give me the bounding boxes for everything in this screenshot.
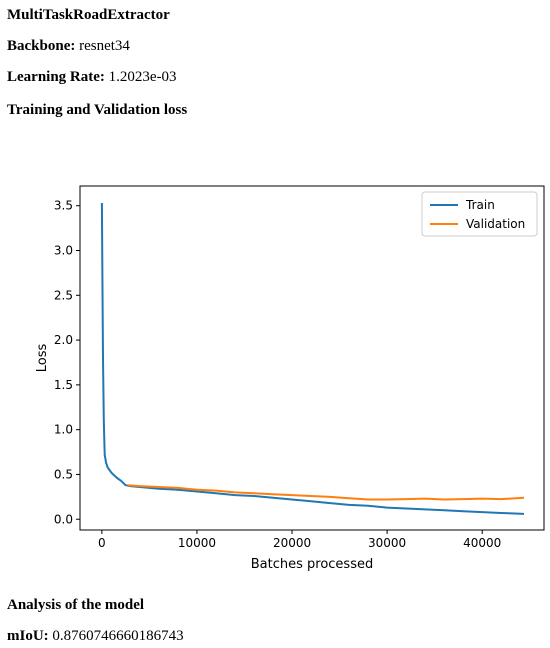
analysis-heading: Analysis of the model bbox=[7, 597, 145, 613]
x-tick-label: 30000 bbox=[368, 536, 406, 550]
plot-layer bbox=[100, 202, 525, 515]
y-tick-label: 0.0 bbox=[54, 512, 73, 526]
series-line-validation bbox=[127, 484, 525, 501]
miou-value: 0.8760746660186743 bbox=[52, 628, 184, 644]
plot-frame bbox=[79, 185, 545, 531]
loss-heading: Training and Validation loss bbox=[7, 102, 188, 118]
loss-chart: 0 10000 20000 30000 40000 0.0 0.5 1.0 1.5 2.0 2.5… bbox=[35, 185, 545, 572]
legend-label-validation: Validation bbox=[466, 217, 525, 231]
learning-rate-value: 1.2023e-03 bbox=[108, 69, 177, 85]
y-tick-label: 2.5 bbox=[54, 288, 73, 302]
model-name: MultiTaskRoadExtractor bbox=[7, 7, 170, 23]
x-tick-label: 20000 bbox=[273, 536, 311, 550]
backbone-value: resnet34 bbox=[79, 38, 130, 54]
y-tick-label: 3.5 bbox=[54, 199, 73, 213]
y-tick-label: 3.0 bbox=[54, 244, 73, 258]
learning-rate-line: Learning Rate: 1.2023e-03 bbox=[7, 68, 177, 86]
y-tick-label: 2.0 bbox=[54, 333, 73, 347]
x-axis-label: Batches processed bbox=[251, 557, 373, 572]
x-tick-label: 10000 bbox=[178, 536, 216, 550]
series-line-train bbox=[100, 202, 525, 515]
miou-label: mIoU: bbox=[7, 628, 49, 644]
y-tick-label: 1.0 bbox=[54, 423, 73, 437]
y-tick-label: 1.5 bbox=[54, 378, 73, 392]
legend-label-train: Train bbox=[465, 198, 495, 212]
learning-rate-label: Learning Rate: bbox=[7, 69, 105, 85]
miou-line: mIoU: 0.8760746660186743 bbox=[7, 627, 184, 645]
x-ticks: 0 10000 20000 30000 40000 bbox=[98, 530, 501, 550]
y-axis-label: Loss bbox=[35, 344, 50, 373]
backbone-label: Backbone: bbox=[7, 38, 76, 54]
legend: Train Validation bbox=[421, 191, 538, 237]
backbone-line: Backbone: resnet34 bbox=[7, 37, 130, 55]
y-ticks: 0.0 0.5 1.0 1.5 2.0 2.5 3.0 3.5 bbox=[54, 199, 80, 526]
y-tick-label: 0.5 bbox=[54, 467, 73, 481]
x-tick-label: 0 bbox=[98, 536, 106, 550]
x-tick-label: 40000 bbox=[463, 536, 501, 550]
